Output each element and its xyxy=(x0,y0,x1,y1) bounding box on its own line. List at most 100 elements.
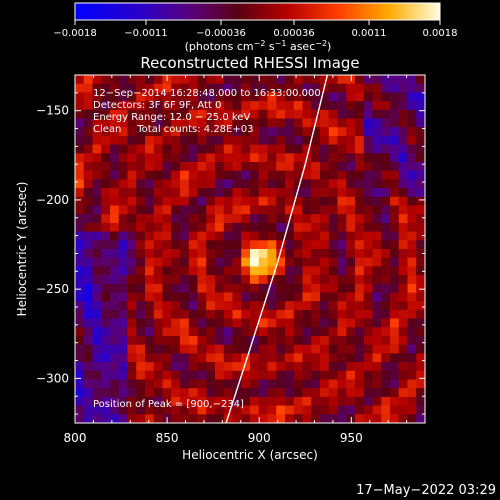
heatmap-cell xyxy=(92,240,102,250)
heatmap-cell xyxy=(407,283,417,293)
heatmap-cell xyxy=(320,205,330,215)
heatmap-cell xyxy=(416,179,425,189)
heatmap-cell xyxy=(276,388,286,398)
heatmap-cell xyxy=(337,144,347,154)
heatmap-cell xyxy=(320,362,330,372)
heatmap-cell xyxy=(180,222,190,232)
heatmap-cell xyxy=(302,379,312,389)
heatmap-cell xyxy=(355,92,365,102)
heatmap-cell xyxy=(75,153,85,163)
heatmap-cell xyxy=(171,405,181,415)
heatmap-cell xyxy=(416,309,425,319)
heatmap-cell xyxy=(118,153,128,163)
heatmap-cell xyxy=(267,170,277,180)
heatmap-cell xyxy=(390,327,400,337)
heatmap-cell xyxy=(223,353,233,363)
heatmap-cell xyxy=(320,109,330,119)
heatmap-cell xyxy=(285,283,295,293)
heatmap-cell xyxy=(416,257,425,267)
heatmap-cell xyxy=(390,370,400,380)
footer-timestamp: 17−May−2022 03:29 xyxy=(356,483,496,498)
heatmap-cell xyxy=(136,336,146,346)
heatmap-cell xyxy=(258,127,268,137)
heatmap-cell xyxy=(337,240,347,250)
heatmap-cell xyxy=(407,292,417,302)
heatmap-cell xyxy=(276,188,286,198)
heatmap-cell xyxy=(320,135,330,145)
heatmap-cell xyxy=(293,205,303,215)
heatmap-cell xyxy=(320,231,330,241)
heatmap-cell xyxy=(311,344,321,354)
heatmap-cell xyxy=(311,414,321,423)
heatmap-cell xyxy=(197,301,207,311)
heatmap-cell xyxy=(188,170,198,180)
heatmap-cell xyxy=(110,118,120,128)
heatmap-cell xyxy=(250,388,260,398)
heatmap-cell xyxy=(145,127,155,137)
heatmap-cell xyxy=(171,240,181,250)
heatmap-cell xyxy=(372,370,382,380)
heatmap-cell xyxy=(398,249,408,259)
heatmap-cell xyxy=(101,362,111,372)
heatmap-cell xyxy=(153,353,163,363)
colorbar-gradient xyxy=(74,2,441,21)
heatmap-cell xyxy=(188,318,198,328)
heatmap-cell xyxy=(118,309,128,319)
heatmap-cell xyxy=(188,405,198,415)
heatmap-cell xyxy=(136,162,146,172)
heatmap-cell xyxy=(250,353,260,363)
heatmap-cell xyxy=(197,75,207,85)
heatmap-cell xyxy=(127,344,137,354)
heatmap-cell xyxy=(355,240,365,250)
heatmap-cell xyxy=(250,170,260,180)
heatmap-cell xyxy=(136,170,146,180)
heatmap-cell xyxy=(363,92,373,102)
heatmap-cell xyxy=(101,75,111,85)
heatmap-cell xyxy=(381,249,391,259)
heatmap-cell xyxy=(180,379,190,389)
heatmap-cell xyxy=(398,396,408,406)
heatmap-cell xyxy=(241,379,251,389)
heatmap-cell xyxy=(311,127,321,137)
heatmap-cell xyxy=(276,205,286,215)
heatmap-cell xyxy=(171,344,181,354)
heatmap-cell xyxy=(302,127,312,137)
heatmap-cell xyxy=(188,153,198,163)
heatmap-cell xyxy=(136,414,146,423)
heatmap-cell xyxy=(381,127,391,137)
heatmap-cell xyxy=(381,188,391,198)
heatmap-cell xyxy=(215,379,225,389)
heatmap-cell xyxy=(127,188,137,198)
heatmap-cell xyxy=(136,153,146,163)
heatmap-cell xyxy=(101,135,111,145)
heatmap-cell xyxy=(232,336,242,346)
heatmap-cell xyxy=(346,309,356,319)
heatmap-cell xyxy=(145,266,155,276)
heatmap-cell xyxy=(145,344,155,354)
heatmap-cell xyxy=(293,83,303,93)
heatmap-cell xyxy=(75,344,85,354)
heatmap-cell xyxy=(162,214,172,224)
heatmap-cell xyxy=(171,379,181,389)
heatmap-cell xyxy=(232,249,242,259)
heatmap-cell xyxy=(346,344,356,354)
heatmap-cell xyxy=(136,205,146,215)
heatmap-cell xyxy=(337,370,347,380)
heatmap-cell xyxy=(355,214,365,224)
heatmap-cell xyxy=(127,214,137,224)
heatmap-cell xyxy=(390,388,400,398)
heatmap-cell xyxy=(293,370,303,380)
heatmap-cell xyxy=(372,188,382,198)
heatmap-cell xyxy=(83,283,93,293)
heatmap-cell xyxy=(232,266,242,276)
heatmap-cell xyxy=(267,388,277,398)
heatmap-cell xyxy=(232,205,242,215)
heatmap-cell xyxy=(171,75,181,85)
heatmap-cell xyxy=(258,353,268,363)
heatmap-cell xyxy=(145,275,155,285)
heatmap-cell xyxy=(83,83,93,93)
heatmap-cell xyxy=(136,405,146,415)
heatmap-cell xyxy=(223,414,233,423)
heatmap-cell xyxy=(346,362,356,372)
heatmap-cell xyxy=(206,283,216,293)
